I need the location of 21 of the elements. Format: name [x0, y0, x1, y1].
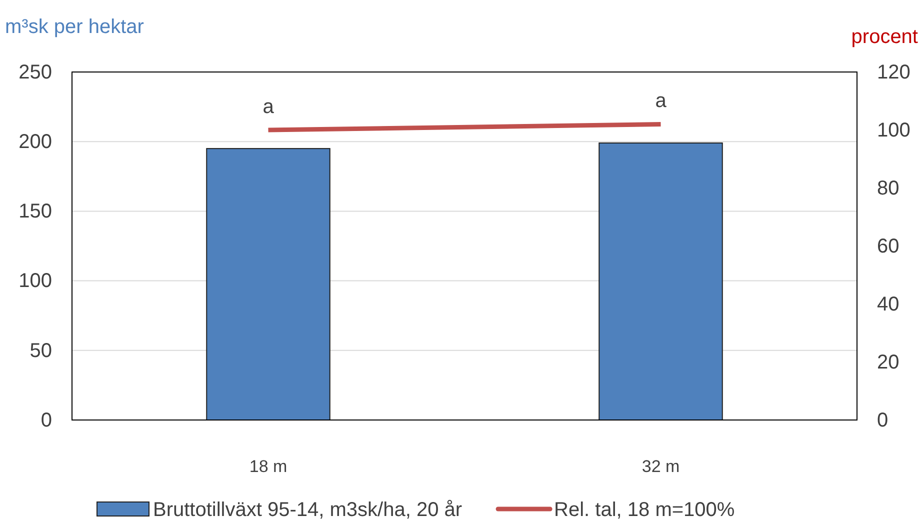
annotation: a: [655, 90, 668, 112]
y2-tick-label: 80: [877, 177, 900, 200]
y-tick-label: 100: [18, 270, 52, 292]
x-tick-label: 18 m: [249, 457, 288, 476]
x-tick-label: 32 m: [642, 457, 680, 476]
y-axis-title: m³sk per hektar: [5, 16, 144, 38]
y-tick-label: 0: [40, 409, 52, 432]
y-tick-label: 150: [18, 200, 52, 223]
y-tick-label: 250: [18, 61, 52, 84]
y-tick-label: 50: [30, 340, 52, 362]
y2-tick-label: 0: [877, 409, 888, 432]
legend-label: Bruttotillväxt 95-14, m3sk/ha, 20 år: [153, 499, 462, 519]
y-tick-label: 200: [18, 131, 52, 153]
y2-tick-label: 20: [877, 351, 900, 374]
y2-tick-label: 120: [877, 61, 910, 84]
y2-tick-label: 60: [877, 235, 900, 258]
legend-label: Rel. tal, 18 m=100%: [554, 499, 735, 519]
y2-tick-label: 40: [877, 293, 900, 316]
y2-axis-title: procent: [851, 26, 918, 48]
annotation: a: [262, 96, 275, 118]
y2-tick-label: 100: [877, 119, 910, 142]
